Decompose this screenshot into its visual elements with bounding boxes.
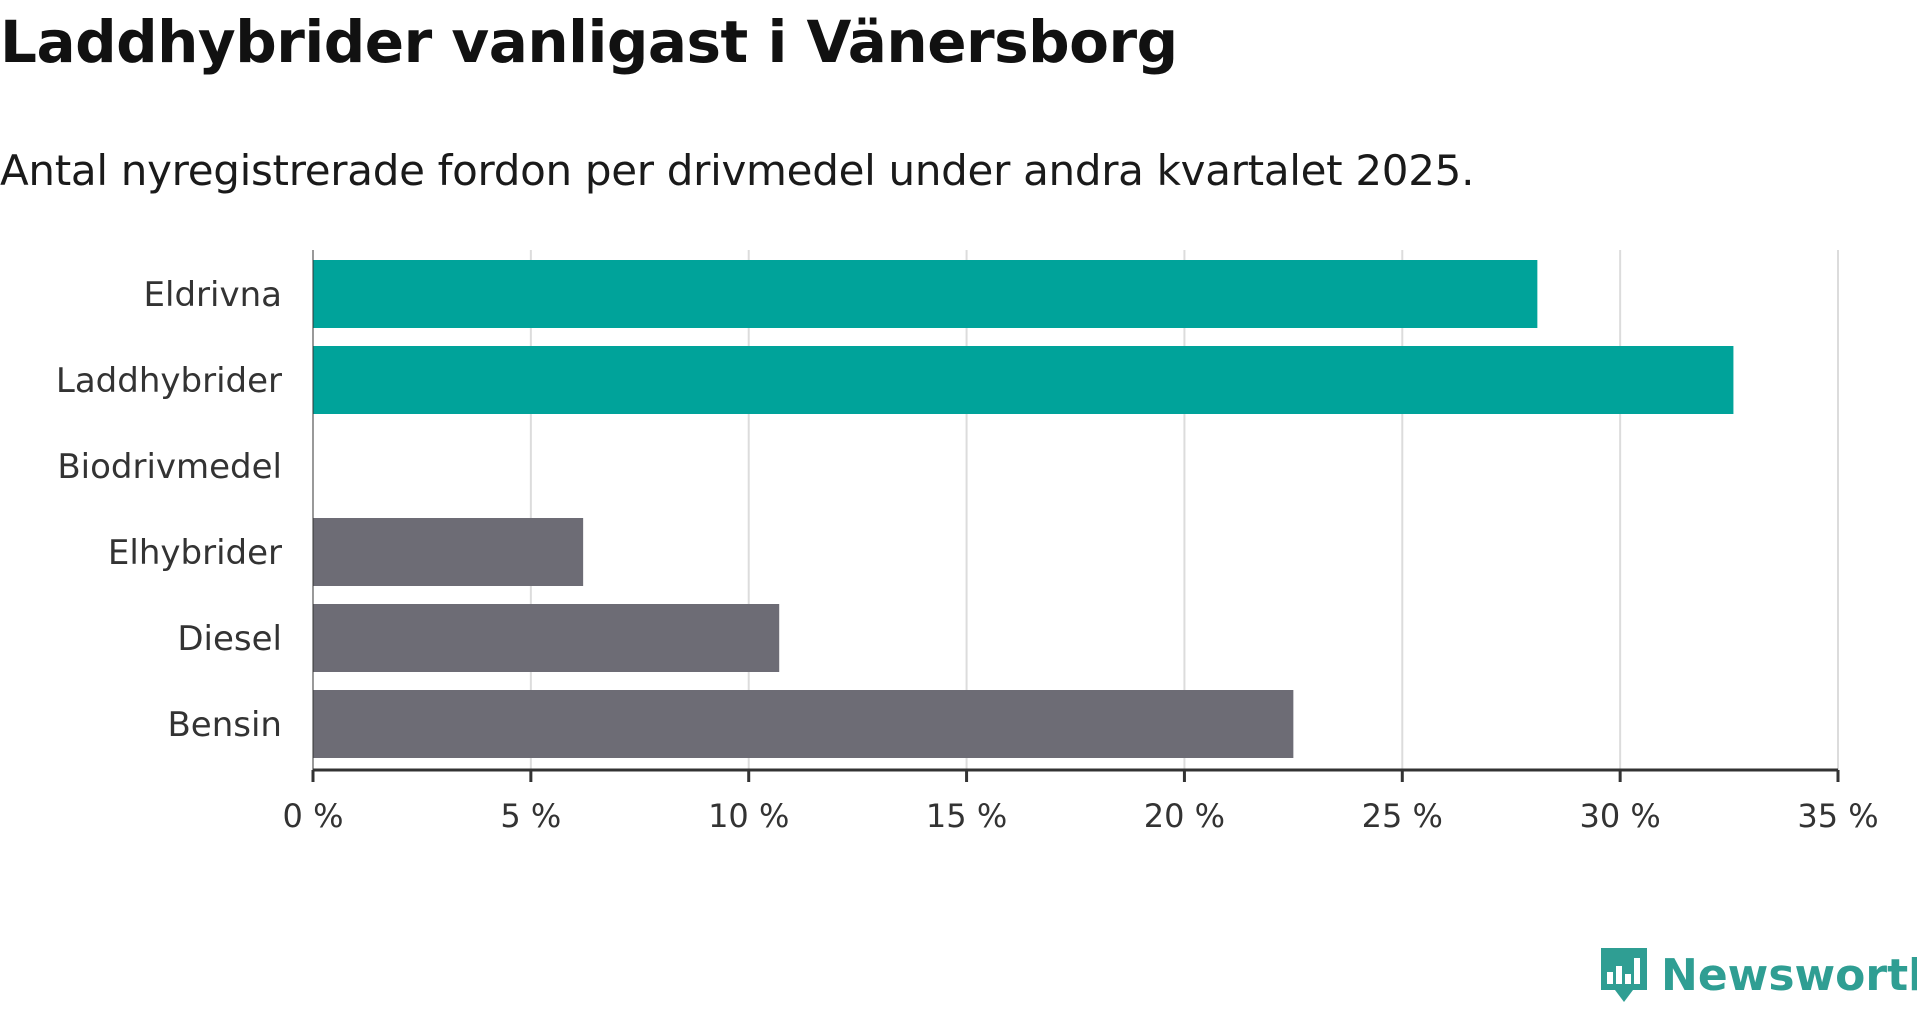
- x-tick-label-5: 25 %: [1362, 797, 1443, 835]
- chart-subtitle: Antal nyregistrerade fordon per drivmede…: [0, 146, 1475, 195]
- x-tick-label-6: 30 %: [1579, 797, 1660, 835]
- x-tick-label-2: 10 %: [708, 797, 789, 835]
- category-label-biodrivmedel: Biodrivmedel: [57, 447, 282, 487]
- x-tick-label-1: 5 %: [500, 797, 561, 835]
- brand-name: Newsworthy: [1661, 950, 1917, 1001]
- x-tick-label-4: 20 %: [1144, 797, 1225, 835]
- category-label-bensin: Bensin: [167, 705, 282, 745]
- bar-bensin: [313, 690, 1294, 758]
- bar-chart-speech-bubble-icon: [1601, 948, 1647, 1002]
- x-tick-label-0: 0 %: [283, 797, 344, 835]
- bar-diesel: [313, 604, 780, 672]
- category-label-laddhybrider: Laddhybrider: [56, 361, 282, 401]
- chart-title: Laddhybrider vanligast i Vänersborg: [0, 8, 1178, 76]
- x-tick-label-7: 35 %: [1797, 797, 1878, 835]
- brand-logo: Newsworthy: [1601, 948, 1917, 1002]
- bar-eldrivna: [313, 260, 1538, 328]
- category-label-elhybrider: Elhybrider: [108, 533, 282, 573]
- bar-elhybrider: [313, 518, 584, 586]
- category-label-eldrivna: Eldrivna: [144, 275, 282, 315]
- x-tick-label-3: 15 %: [926, 797, 1007, 835]
- category-label-diesel: Diesel: [177, 619, 282, 659]
- bar-laddhybrider: [313, 346, 1734, 414]
